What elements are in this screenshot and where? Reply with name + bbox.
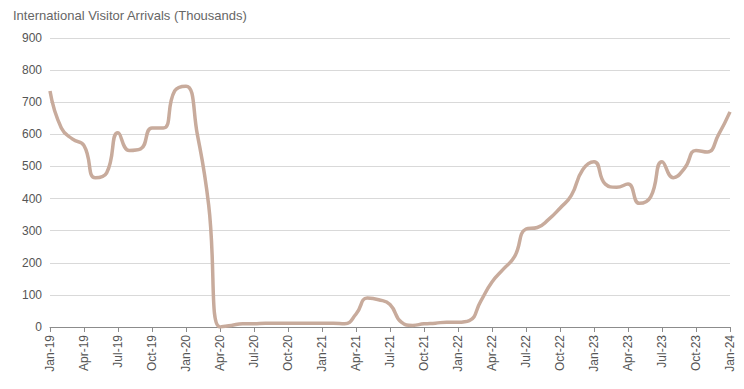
svg-text:Apr-23: Apr-23: [621, 335, 635, 371]
svg-text:400: 400: [22, 192, 42, 206]
svg-text:Jan-22: Jan-22: [451, 335, 465, 372]
svg-text:International Visitor Arrivals: International Visitor Arrivals (Thousand…: [13, 8, 247, 23]
svg-text:Jan-21: Jan-21: [315, 335, 329, 372]
svg-text:0: 0: [35, 320, 42, 334]
svg-text:Oct-22: Oct-22: [553, 335, 567, 371]
svg-text:300: 300: [22, 224, 42, 238]
svg-text:Oct-19: Oct-19: [145, 335, 159, 371]
svg-text:Jan-19: Jan-19: [43, 335, 57, 372]
svg-text:Jul-20: Jul-20: [247, 335, 261, 368]
svg-text:Jul-19: Jul-19: [111, 335, 125, 368]
svg-text:900: 900: [22, 31, 42, 45]
svg-text:200: 200: [22, 256, 42, 270]
svg-text:500: 500: [22, 159, 42, 173]
svg-text:Oct-23: Oct-23: [689, 335, 703, 371]
svg-text:100: 100: [22, 288, 42, 302]
svg-text:Apr-20: Apr-20: [213, 335, 227, 371]
svg-text:Apr-19: Apr-19: [77, 335, 91, 371]
svg-text:Jul-22: Jul-22: [519, 335, 533, 368]
svg-text:Apr-22: Apr-22: [485, 335, 499, 371]
svg-text:Oct-21: Oct-21: [417, 335, 431, 371]
svg-text:600: 600: [22, 127, 42, 141]
svg-text:700: 700: [22, 95, 42, 109]
svg-text:Jul-23: Jul-23: [655, 335, 669, 368]
svg-text:Jan-23: Jan-23: [587, 335, 601, 372]
svg-text:Jul-21: Jul-21: [383, 335, 397, 368]
svg-text:Apr-21: Apr-21: [349, 335, 363, 371]
svg-text:Oct-20: Oct-20: [281, 335, 295, 371]
svg-text:800: 800: [22, 63, 42, 77]
svg-text:Jan-20: Jan-20: [179, 335, 193, 372]
svg-text:Jan-24: Jan-24: [723, 335, 737, 372]
